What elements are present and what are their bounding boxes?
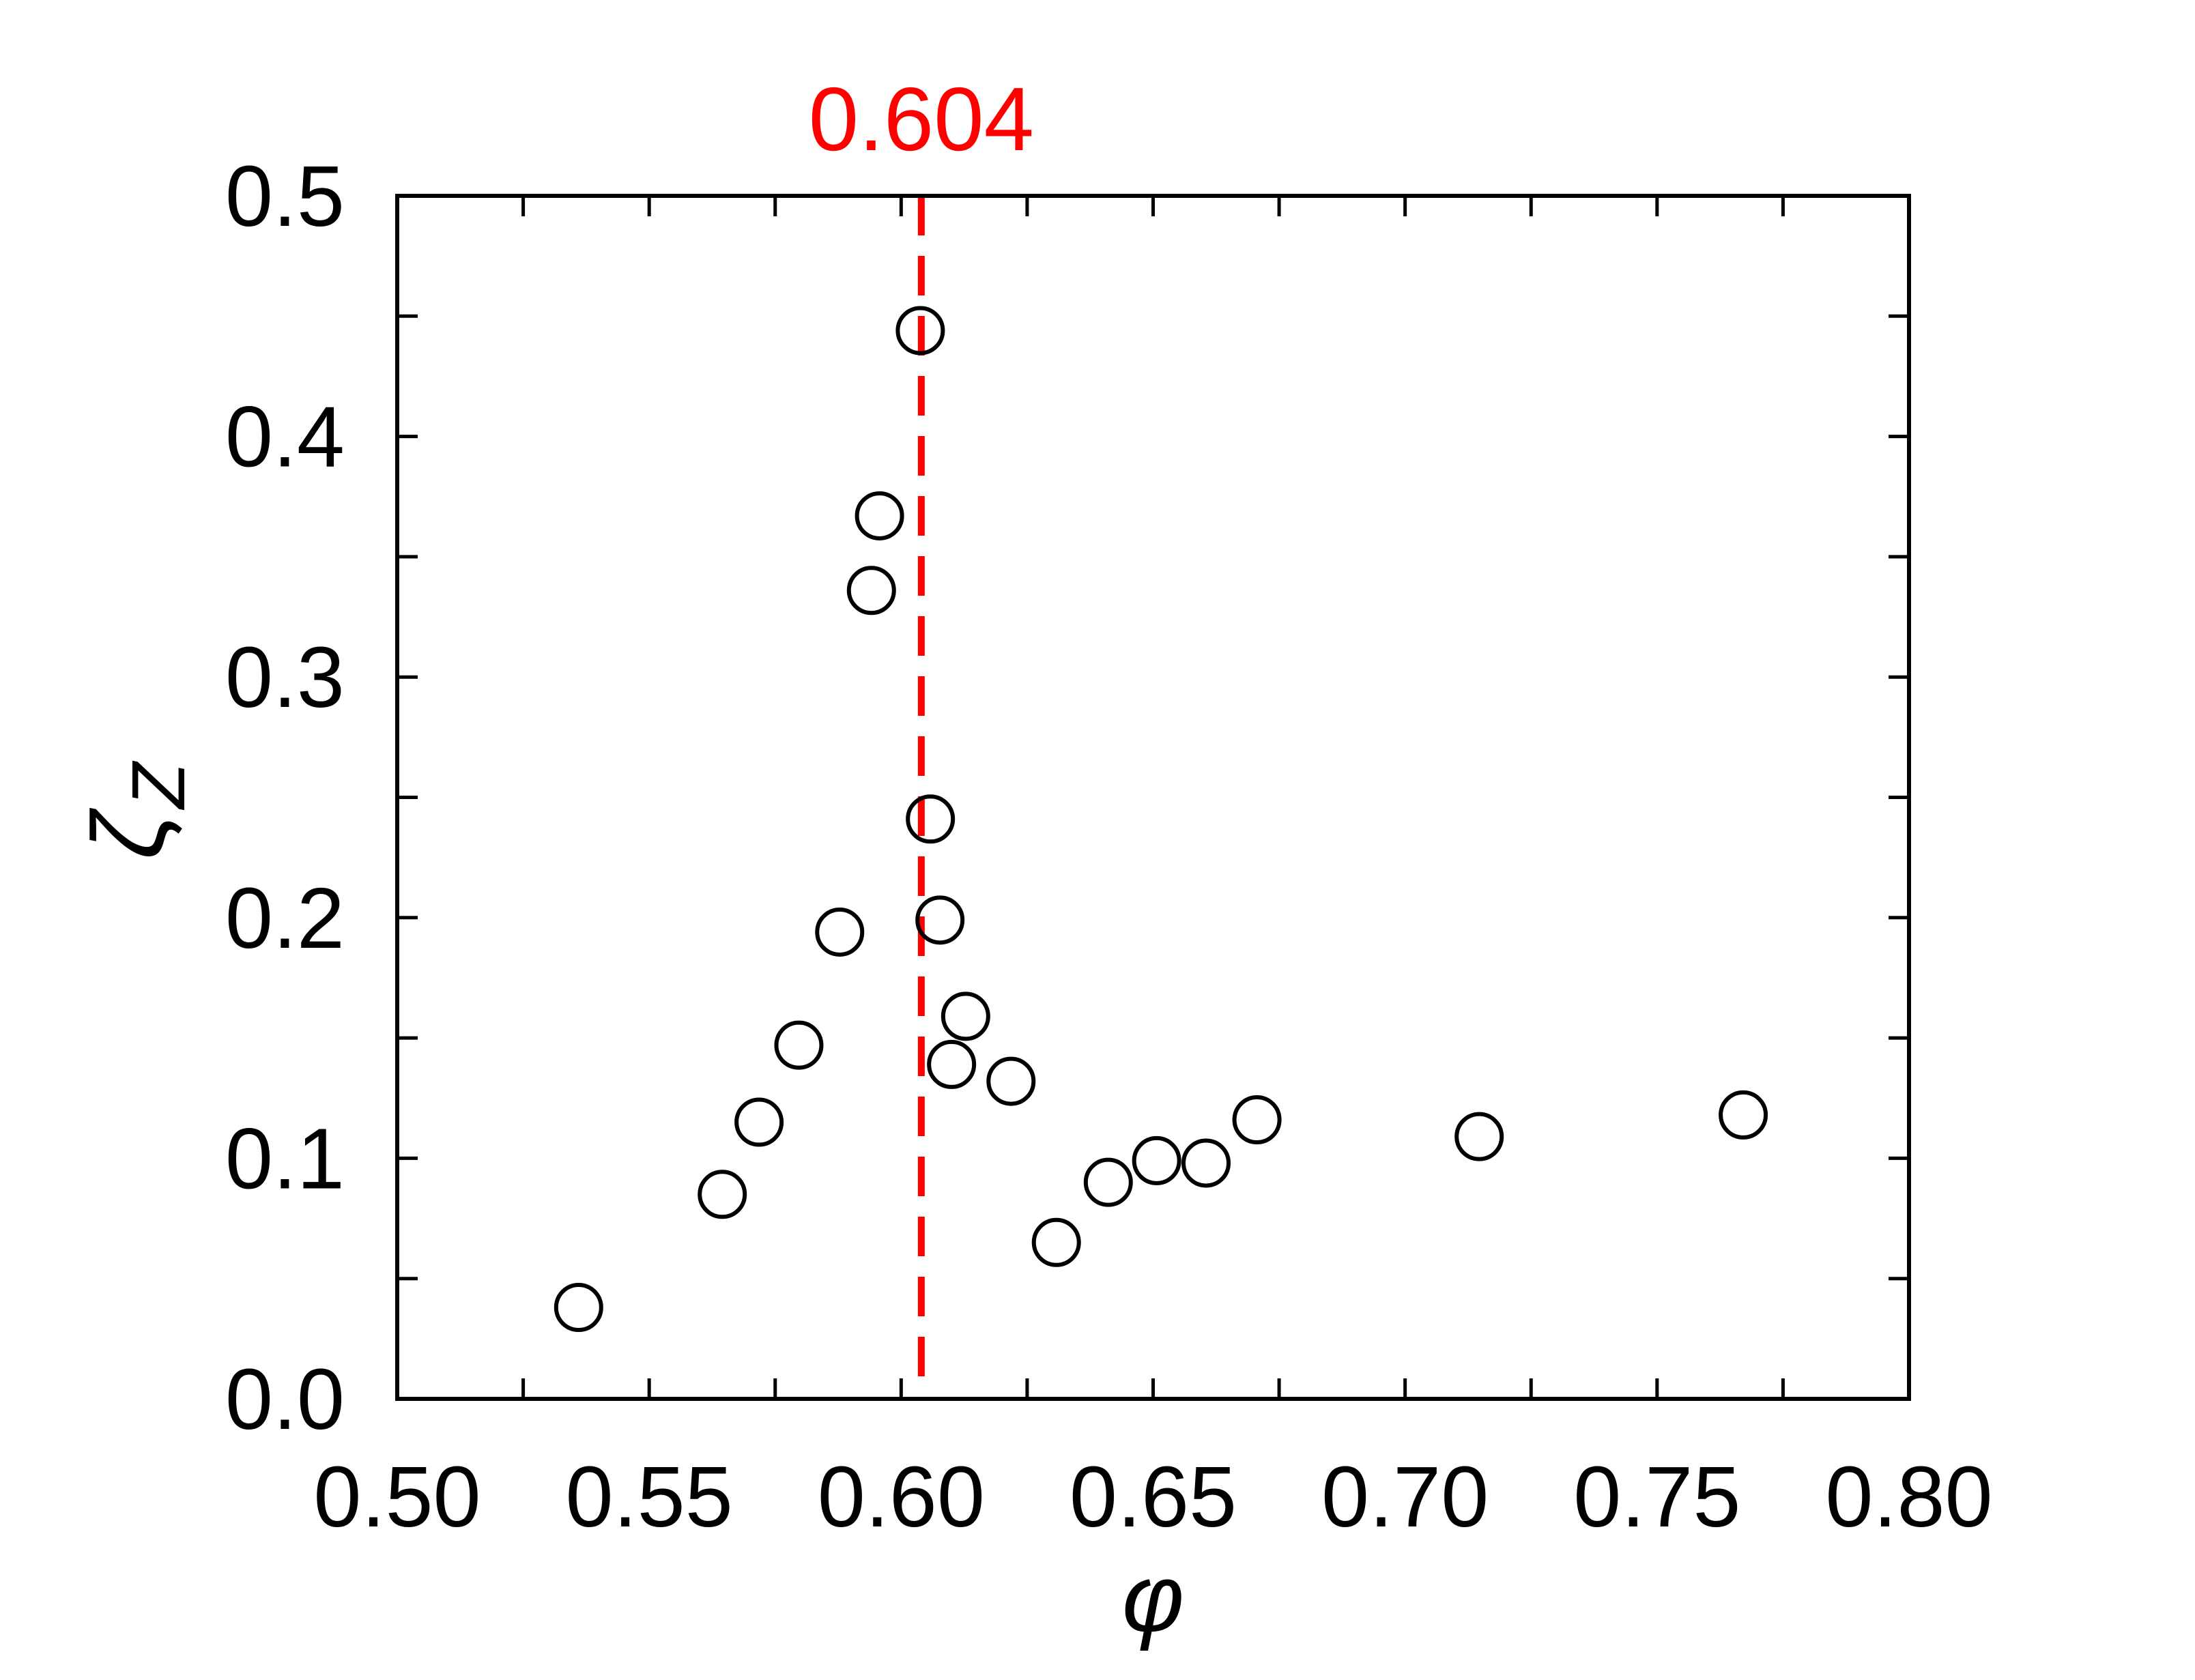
- data-point: [986, 1056, 1036, 1106]
- data-point: [927, 1039, 977, 1089]
- data-point: [941, 991, 990, 1041]
- x-tick-label: 0.50: [313, 1449, 480, 1545]
- data-point: [1031, 1217, 1081, 1267]
- data-point: [734, 1097, 784, 1147]
- data-point: [895, 306, 945, 356]
- data-point: [774, 1020, 824, 1070]
- data-point: [1454, 1112, 1504, 1161]
- reference-label: 0.604: [809, 69, 1034, 169]
- data-point: [698, 1170, 747, 1219]
- x-tick-label: 0.65: [1070, 1449, 1237, 1545]
- y-tick-label: 0.3: [225, 629, 345, 725]
- y-tick-label: 0.0: [225, 1351, 345, 1447]
- y-axis-label-subscript: Z: [117, 760, 201, 811]
- x-tick-label: 0.70: [1321, 1449, 1489, 1545]
- data-point: [846, 566, 896, 615]
- data-point: [1181, 1138, 1231, 1188]
- x-axis-label: φ: [1122, 1544, 1184, 1651]
- y-tick-label: 0.4: [225, 389, 345, 485]
- x-tick-label: 0.75: [1573, 1449, 1740, 1545]
- data-point: [815, 907, 865, 957]
- x-tick-label: 0.55: [566, 1449, 733, 1545]
- y-tick-label: 0.5: [225, 148, 345, 244]
- data-point: [1719, 1090, 1768, 1140]
- plot-frame: [395, 194, 1911, 1401]
- data-point: [554, 1283, 603, 1333]
- y-tick-label: 0.1: [225, 1110, 345, 1206]
- data-point: [855, 491, 904, 540]
- data-point: [1132, 1135, 1181, 1185]
- x-tick-label: 0.60: [818, 1449, 985, 1545]
- y-axis-label: ζ: [71, 808, 186, 860]
- data-point: [915, 895, 965, 945]
- data-point: [1232, 1095, 1282, 1144]
- data-point: [1083, 1157, 1133, 1207]
- y-axis-label-group: ζZ: [71, 760, 201, 860]
- x-tick-label: 0.80: [1825, 1449, 1992, 1545]
- data-point: [906, 794, 956, 844]
- y-tick-label: 0.2: [225, 870, 345, 966]
